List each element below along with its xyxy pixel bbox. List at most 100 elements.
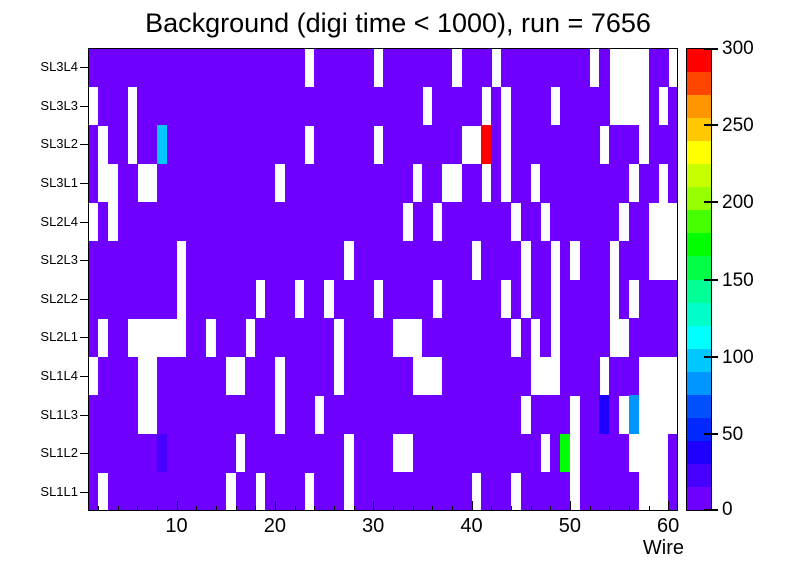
heatmap-cell (402, 125, 413, 165)
heatmap-cell (274, 318, 286, 358)
heatmap-cell (530, 395, 541, 435)
heatmap-cell (530, 202, 541, 242)
heatmap-cell (117, 240, 128, 280)
heatmap-cell (619, 356, 630, 396)
heatmap-cell (668, 433, 679, 473)
x-axis-minor-tick (392, 506, 394, 511)
x-axis-minor-tick (628, 506, 630, 511)
heatmap-cell (127, 163, 138, 203)
y-axis-label-sl1l4: SL1L4 (40, 367, 78, 383)
heatmap-cell (609, 433, 620, 473)
heatmap-cell (107, 395, 118, 435)
colorbar-tick-label: 300 (722, 38, 754, 59)
heatmap-cell (166, 86, 177, 126)
heatmap-cell (274, 433, 286, 473)
heatmap-cell (402, 356, 413, 396)
heatmap-cell (491, 433, 502, 473)
colorbar-band (687, 417, 711, 441)
heatmap-cell (363, 433, 374, 473)
heatmap-cell (412, 395, 423, 435)
x-axis-tick-label: 10 (165, 515, 188, 537)
heatmap-cell (274, 48, 286, 88)
chart-title: Background (digi time < 1000), run = 765… (145, 8, 651, 38)
x-axis-tick-label: 50 (558, 515, 581, 537)
heatmap-cell (117, 472, 128, 512)
heatmap-cell (245, 395, 256, 435)
heatmap-cell (461, 472, 472, 512)
heatmap-cell (304, 433, 315, 473)
heatmap-cell (333, 86, 345, 126)
y-axis-label-sl2l3: SL2L3 (40, 252, 78, 268)
y-axis-tick (80, 260, 88, 262)
heatmap-cell (619, 163, 630, 203)
colorbar-band (687, 255, 711, 280)
heatmap-cell (274, 279, 286, 319)
heatmap-cell (432, 163, 443, 203)
heatmap-cell (510, 163, 522, 203)
heatmap-cell (569, 163, 581, 203)
y-axis-tick (80, 67, 88, 69)
colorbar-band (687, 486, 711, 510)
y-axis-tick (80, 183, 88, 185)
heatmap-cell (265, 125, 276, 165)
heatmap-cell (186, 240, 197, 280)
heatmap-cell (491, 86, 502, 126)
heatmap-cell (589, 202, 600, 242)
heatmap-cell (501, 240, 512, 280)
heatmap-cell (255, 163, 266, 203)
heatmap-cell (274, 86, 286, 126)
heatmap-cell (491, 240, 502, 280)
heatmap-cell (314, 163, 325, 203)
heatmap-cell (166, 433, 177, 473)
heatmap-cell (245, 125, 256, 165)
heatmap-cell (127, 356, 138, 396)
heatmap-cell (156, 48, 168, 88)
heatmap-cell (510, 240, 522, 280)
heatmap-cell (510, 433, 522, 473)
heatmap-cell (530, 125, 541, 165)
heatmap-cell (196, 433, 207, 473)
x-axis-minor-tick (137, 506, 139, 511)
heatmap-cell (461, 318, 472, 358)
heatmap-cell (530, 86, 541, 126)
heatmap-cell (461, 163, 472, 203)
heatmap-cell (451, 240, 463, 280)
heatmap-cell (137, 48, 148, 88)
heatmap-cell (569, 48, 581, 88)
heatmap-cell (383, 318, 394, 358)
heatmap-cell (245, 202, 256, 242)
heatmap-cell (343, 202, 354, 242)
heatmap-cell (501, 472, 512, 512)
heatmap-cell (304, 356, 315, 396)
heatmap-cell (284, 356, 295, 396)
y-axis-label-sl2l2: SL2L2 (40, 290, 78, 306)
x-axis-title: Wire (642, 537, 684, 559)
heatmap-cell (343, 318, 354, 358)
x-axis-minor-tick (156, 506, 158, 511)
heatmap-cell (166, 240, 177, 280)
heatmap-cell (176, 86, 187, 126)
heatmap-cell (402, 163, 413, 203)
heatmap-cell (363, 318, 374, 358)
heatmap-cell (579, 48, 590, 88)
y-axis-tick (80, 337, 88, 339)
colorbar-tick (704, 48, 718, 50)
heatmap-cell (324, 240, 335, 280)
heatmap-cell (333, 433, 345, 473)
heatmap-cell (156, 472, 168, 512)
heatmap-cell (550, 48, 561, 88)
x-axis-minor-tick (451, 506, 453, 511)
heatmap-cell (471, 318, 482, 358)
heatmap-cell (156, 356, 168, 396)
heatmap-cell (186, 48, 197, 88)
heatmap-cell (156, 395, 168, 435)
heatmap-cell (383, 472, 394, 512)
heatmap-cell (599, 433, 610, 473)
colorbar-tick-label: 50 (722, 423, 744, 445)
heatmap-cell (589, 163, 600, 203)
heatmap-cell (363, 163, 374, 203)
x-axis-minor-tick (353, 506, 355, 511)
heatmap-cell (402, 48, 413, 88)
heatmap-cell (333, 240, 345, 280)
heatmap-cell (589, 125, 600, 165)
